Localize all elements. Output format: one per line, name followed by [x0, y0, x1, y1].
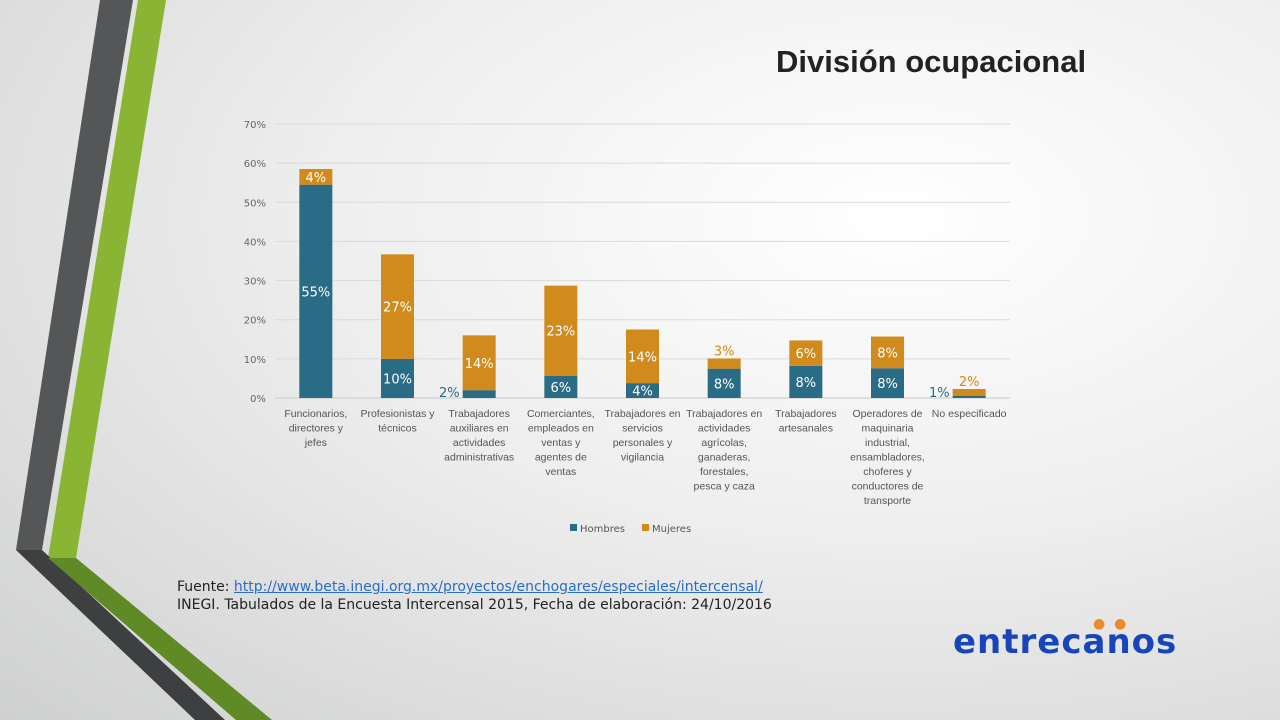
x-category-label: forestales, — [700, 466, 748, 478]
x-category-label: No especificado — [932, 408, 1007, 420]
data-label: 14% — [465, 357, 494, 372]
x-category-label: jefes — [304, 437, 327, 449]
x-category-label: pesca y caza — [694, 481, 755, 493]
x-category-label: Trabajadores — [448, 408, 509, 420]
x-category-label: auxiliares en — [450, 423, 509, 435]
entrecanos-logo: entrecanos ● ● — [953, 616, 1178, 662]
bar-mujeres — [626, 329, 659, 384]
bar-mujeres — [871, 336, 904, 369]
data-label: 2% — [959, 375, 980, 390]
y-tick-label: 0% — [250, 394, 266, 405]
data-label: 27% — [383, 301, 412, 316]
data-label: 14% — [628, 350, 657, 365]
data-label: 3% — [714, 344, 735, 359]
source-label: Fuente: — [177, 579, 230, 595]
x-category-label: Trabajadores en — [686, 408, 762, 420]
x-category-label: ventas — [545, 466, 576, 478]
y-tick-label: 30% — [244, 277, 266, 288]
x-category-label: servicios — [622, 423, 663, 435]
y-tick-label: 70% — [244, 120, 266, 131]
x-category-label: Funcionarios, — [284, 408, 347, 420]
data-label: 8% — [877, 346, 898, 361]
x-category-label: conductores de — [852, 481, 924, 493]
x-category-label: Profesionistas y — [360, 408, 435, 420]
source-note: Fuente: http://www.beta.inegi.org.mx/pro… — [177, 578, 772, 614]
data-label: 8% — [877, 377, 898, 392]
dark-stripe — [16, 0, 133, 550]
x-category-label: ventas y — [541, 437, 581, 449]
data-label: 6% — [551, 381, 572, 396]
x-category-label: actividades — [453, 437, 506, 449]
legend-label: Mujeres — [652, 524, 691, 535]
legend-label: Hombres — [580, 524, 625, 535]
green-stripe-bottom — [48, 558, 272, 720]
x-category-label: empleados en — [528, 423, 594, 435]
bar-hombres — [381, 358, 414, 398]
slide-title: División ocupacional — [776, 44, 1087, 79]
bar-mujeres — [952, 388, 986, 396]
source-citation: INEGI. Tabulados de la Encuesta Intercen… — [177, 597, 772, 613]
data-label: 23% — [546, 325, 575, 340]
data-label: 55% — [301, 285, 330, 300]
legend-swatch — [642, 524, 649, 531]
data-label: 8% — [796, 376, 817, 391]
x-category-label: agentes de — [535, 452, 587, 464]
x-category-label: industrial, — [865, 437, 910, 449]
legend-swatch — [570, 524, 577, 531]
x-category-label: Operadores de — [852, 408, 922, 420]
source-link[interactable]: http://www.beta.inegi.org.mx/proyectos/e… — [233, 579, 763, 595]
x-category-label: ensambladores, — [850, 452, 925, 464]
bar-hombres — [707, 368, 741, 398]
x-category-label: transporte — [864, 495, 911, 507]
x-category-label: artesanales — [779, 423, 833, 435]
bar-mujeres — [381, 254, 414, 359]
bar-hombres — [789, 365, 823, 398]
bar-mujeres — [789, 340, 823, 366]
y-tick-label: 20% — [244, 316, 266, 327]
bar-hombres — [462, 390, 496, 398]
x-category-label: administrativas — [444, 452, 514, 464]
bar-mujeres — [707, 358, 741, 369]
y-tick-label: 50% — [244, 198, 266, 209]
x-category-label: Trabajadores — [775, 408, 836, 420]
bar-hombres — [299, 184, 333, 398]
bar-mujeres — [299, 169, 333, 185]
dark-stripe-bottom — [16, 550, 225, 720]
x-category-label: choferes y — [863, 466, 912, 478]
x-category-label: técnicos — [378, 423, 417, 435]
x-category-label: maquinaria — [862, 423, 914, 435]
data-label: 1% — [929, 386, 950, 401]
data-label: 4% — [306, 171, 327, 186]
bar-hombres — [626, 383, 659, 398]
data-label: 4% — [632, 385, 653, 400]
data-label: 6% — [796, 347, 817, 362]
bar-hombres — [544, 375, 578, 398]
y-tick-label: 10% — [244, 355, 266, 366]
x-category-label: Trabajadores en — [604, 408, 680, 420]
x-category-label: agrícolas, — [701, 437, 747, 449]
x-category-label: vigilancia — [621, 452, 664, 464]
data-label: 8% — [714, 377, 735, 392]
y-tick-label: 60% — [244, 159, 266, 170]
x-category-label: actividades — [698, 423, 751, 435]
bar-hombres — [871, 368, 904, 398]
logo-dots: ● ● — [1093, 616, 1129, 632]
bar-mujeres — [462, 335, 496, 391]
x-category-label: ganaderas, — [698, 452, 751, 464]
y-tick-label: 40% — [244, 237, 266, 248]
data-label: 2% — [439, 386, 460, 401]
bar-hombres — [952, 395, 986, 398]
data-label: 10% — [383, 372, 412, 387]
bar-mujeres — [544, 285, 578, 376]
green-stripe — [48, 0, 166, 558]
x-category-label: directores y — [289, 423, 344, 435]
x-category-label: Comerciantes, — [527, 408, 595, 420]
x-category-label: personales y — [613, 437, 673, 449]
